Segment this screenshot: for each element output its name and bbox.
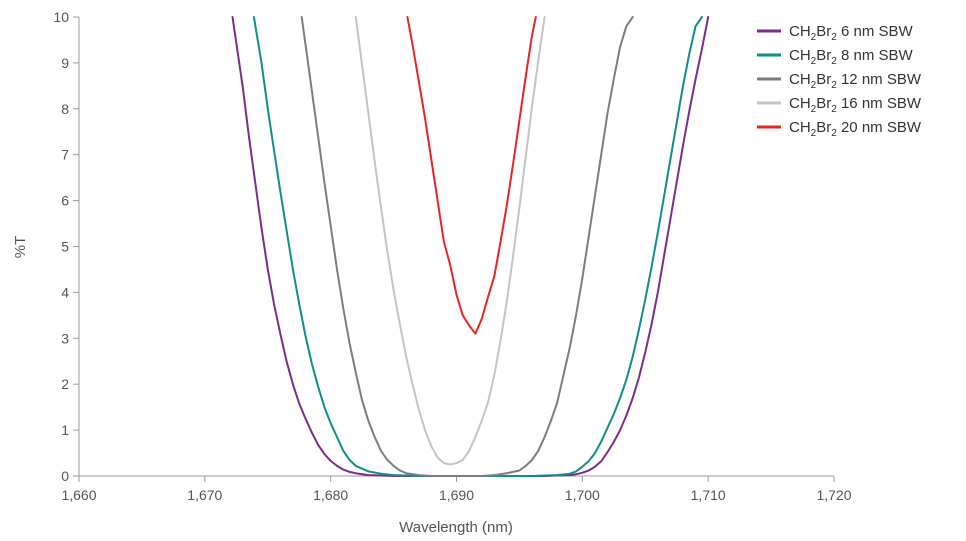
series-line-1 xyxy=(252,16,703,477)
legend-label: CH2Br2 6 nm SBW xyxy=(789,23,913,43)
y-tick-label: 7 xyxy=(61,147,69,163)
legend-label: CH2Br2 16 nm SBW xyxy=(789,95,922,115)
x-axis-ticks: 1,660 1,670 1,680 1,690 1,700 1,710 1,720 xyxy=(61,476,852,503)
y-tick-label: 10 xyxy=(53,9,69,25)
plot-area xyxy=(231,16,710,477)
y-tick-label: 6 xyxy=(61,193,69,209)
y-tick-label: 9 xyxy=(61,55,69,71)
x-tick-label: 1,680 xyxy=(313,487,348,503)
x-tick-label: 1,690 xyxy=(439,487,474,503)
y-tick-label: 2 xyxy=(61,376,69,392)
y-tick-label: 4 xyxy=(61,284,69,300)
x-tick-label: 1,720 xyxy=(816,487,851,503)
legend: CH2Br2 6 nm SBW CH2Br2 8 nm SBW CH2Br2 12 … xyxy=(757,23,922,139)
y-tick-label: 0 xyxy=(61,468,69,484)
y-tick-label: 1 xyxy=(61,422,69,438)
x-tick-label: 1,700 xyxy=(565,487,600,503)
x-tick-label: 1,660 xyxy=(61,487,96,503)
y-tick-label: 3 xyxy=(61,330,69,346)
series-line-3 xyxy=(354,16,546,466)
x-tick-label: 1,670 xyxy=(187,487,222,503)
y-axis-ticks: 0 1 2 3 4 5 6 7 8 9 10 xyxy=(53,9,79,484)
x-axis-label: Wavelength (nm) xyxy=(399,519,513,536)
x-tick-label: 1,710 xyxy=(691,487,726,503)
legend-label: CH2Br2 20 nm SBW xyxy=(789,119,922,139)
series-line-0 xyxy=(231,16,710,477)
y-tick-label: 8 xyxy=(61,101,69,117)
legend-label: CH2Br2 12 nm SBW xyxy=(789,71,922,91)
y-axis-label: %T xyxy=(12,236,29,259)
axes xyxy=(78,17,834,477)
series-line-2 xyxy=(300,16,634,477)
y-tick-label: 5 xyxy=(61,239,69,255)
series-line-4 xyxy=(406,16,537,335)
legend-label: CH2Br2 8 nm SBW xyxy=(789,47,913,67)
